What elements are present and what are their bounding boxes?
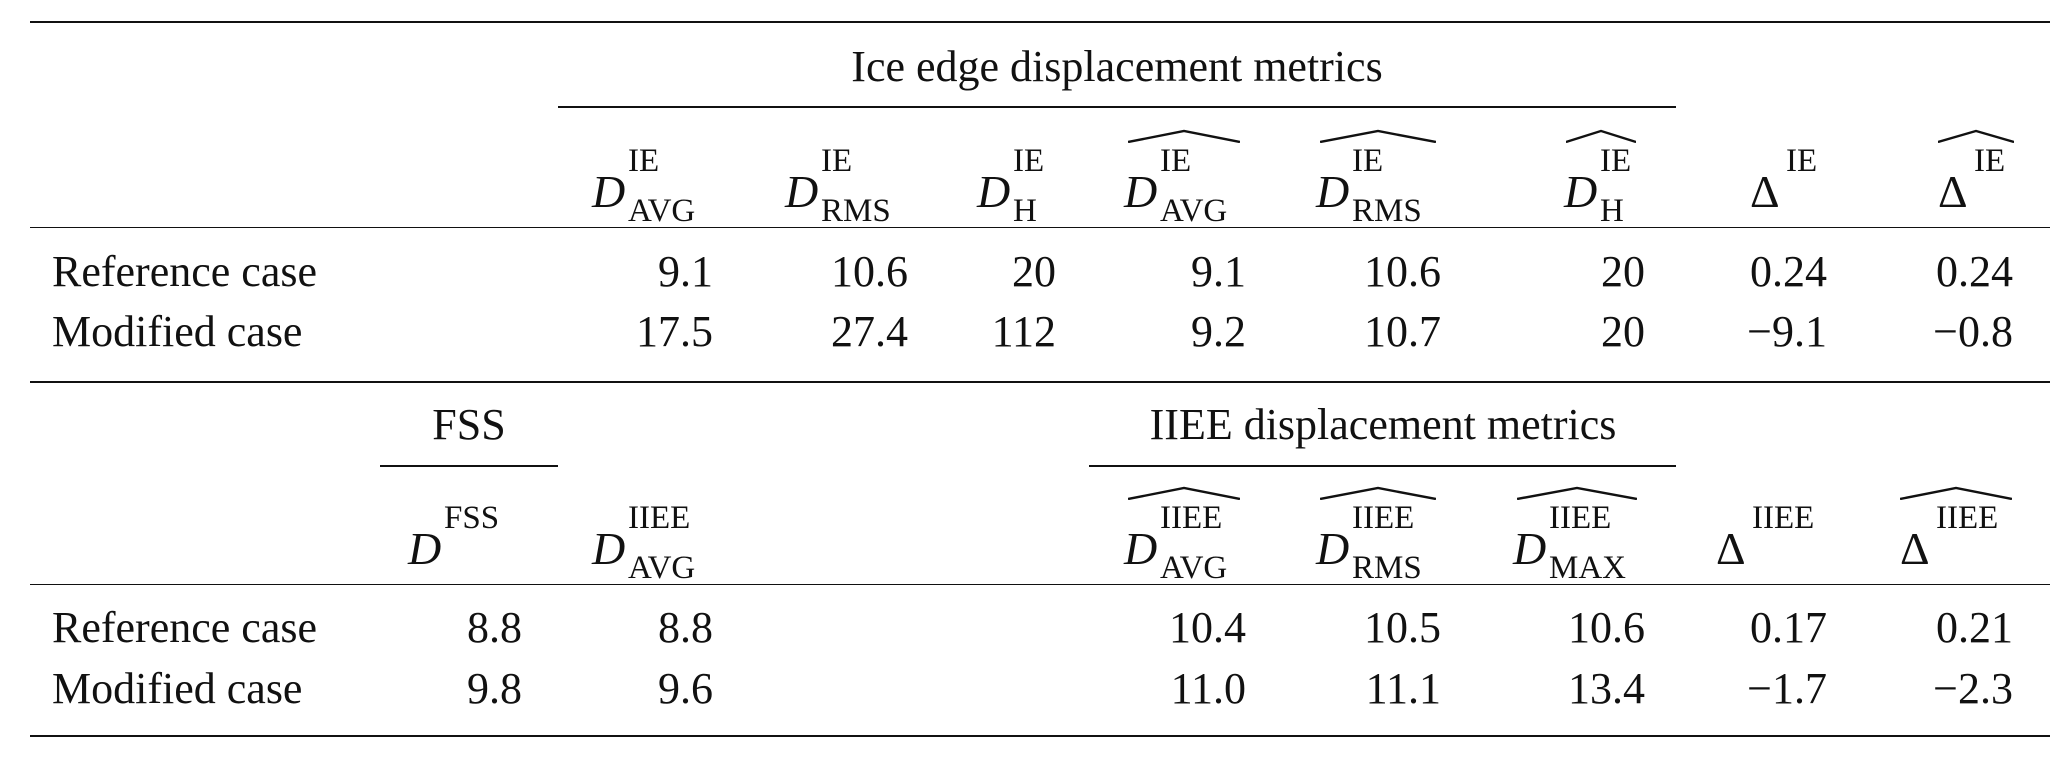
table-cell: 11.1 [1365, 664, 1441, 713]
header-rule-bottom [30, 584, 2050, 585]
hat-accent-icon [1517, 486, 1637, 500]
col-header-d-h-ie: D IE H [977, 143, 1045, 229]
table-cell: 27.4 [831, 307, 908, 356]
row-label-reference: Reference case [52, 603, 318, 652]
table-cell: 13.4 [1568, 664, 1645, 713]
col-header-d-avg-iiee-hat: D IIEE AVG [1124, 486, 1254, 622]
iiee-group-rule [1089, 465, 1676, 467]
col-header-d-h-ie-hat: D IE H [1564, 129, 1644, 265]
ie-group-rule [558, 106, 1676, 108]
row-label-reference: Reference case [52, 247, 318, 296]
col-header-delta-iiee-hat: Δ IIEE [1900, 486, 2020, 622]
col-header-d-rms-iiee-hat: D IIEE RMS [1316, 486, 1446, 622]
hat-accent-icon [1938, 129, 2014, 143]
col-header-d-rms-ie-hat: D IE RMS [1316, 129, 1446, 265]
col-header-d-max-iiee-hat: D IIEE MAX [1513, 486, 1643, 622]
header-rule-top [30, 227, 2050, 228]
table-cell: 10.6 [1568, 603, 1645, 652]
row-label-modified: Modified case [52, 664, 303, 713]
table-cell: 8.8 [658, 603, 713, 652]
fss-group-rule [380, 465, 558, 467]
col-header-delta-ie: Δ IE [1750, 143, 1818, 217]
col-header-d-fss: D FSS [408, 500, 500, 574]
table-cell: 0.24 [1936, 247, 2013, 296]
col-header-d-avg-iiee: D IIEE AVG [592, 500, 696, 586]
bottom-rule [30, 735, 2050, 737]
col-header-d-avg-ie-hat: D IE AVG [1124, 129, 1254, 265]
table-cell: 10.7 [1364, 307, 1441, 356]
table-cell: 9.2 [1191, 307, 1246, 356]
table-cell: 11.0 [1170, 664, 1246, 713]
row-label-modified: Modified case [52, 307, 303, 356]
hat-accent-icon [1320, 129, 1436, 143]
table-cell: −1.7 [1747, 664, 1827, 713]
table-cell: 10.6 [831, 247, 908, 296]
iiee-group-header: IIEE displacement metrics [1149, 400, 1617, 449]
fss-group-header: FSS [432, 400, 506, 449]
table-cell: −9.1 [1747, 307, 1827, 356]
table-cell: −0.8 [1933, 307, 2013, 356]
table-cell: 9.8 [467, 664, 522, 713]
col-header-d-rms-ie: D IE RMS [785, 143, 891, 229]
section-divider-rule [30, 381, 2050, 383]
ie-group-header: Ice edge displacement metrics [851, 42, 1383, 91]
table-cell: 20 [1601, 307, 1645, 356]
table-cell: 0.17 [1750, 603, 1827, 652]
table-cell: 9.1 [658, 247, 713, 296]
hat-accent-icon [1128, 129, 1240, 143]
table-cell: 20 [1012, 247, 1056, 296]
table-cell: 20 [1601, 247, 1645, 296]
table-cell: 17.5 [636, 307, 713, 356]
top-rule [30, 21, 2050, 23]
col-header-delta-ie-hat: Δ IE [1938, 129, 2028, 265]
table-cell: 0.21 [1936, 603, 2013, 652]
col-header-d-avg-ie: D IE AVG [592, 143, 696, 229]
col-header-delta-iiee: Δ IIEE [1716, 500, 1815, 574]
table-cell: 10.5 [1364, 603, 1441, 652]
hat-accent-icon [1320, 486, 1436, 500]
table-cell: 10.6 [1364, 247, 1441, 296]
table-cell: −2.3 [1933, 664, 2013, 713]
table-cell: 9.1 [1191, 247, 1246, 296]
hat-accent-icon [1566, 129, 1636, 143]
table-cell: 112 [991, 307, 1056, 356]
hat-accent-icon [1900, 486, 2012, 500]
table-cell: 9.6 [658, 664, 713, 713]
table-cell: 0.24 [1750, 247, 1827, 296]
table-cell: 8.8 [467, 603, 522, 652]
table-cell: 10.4 [1169, 603, 1246, 652]
hat-accent-icon [1128, 486, 1240, 500]
